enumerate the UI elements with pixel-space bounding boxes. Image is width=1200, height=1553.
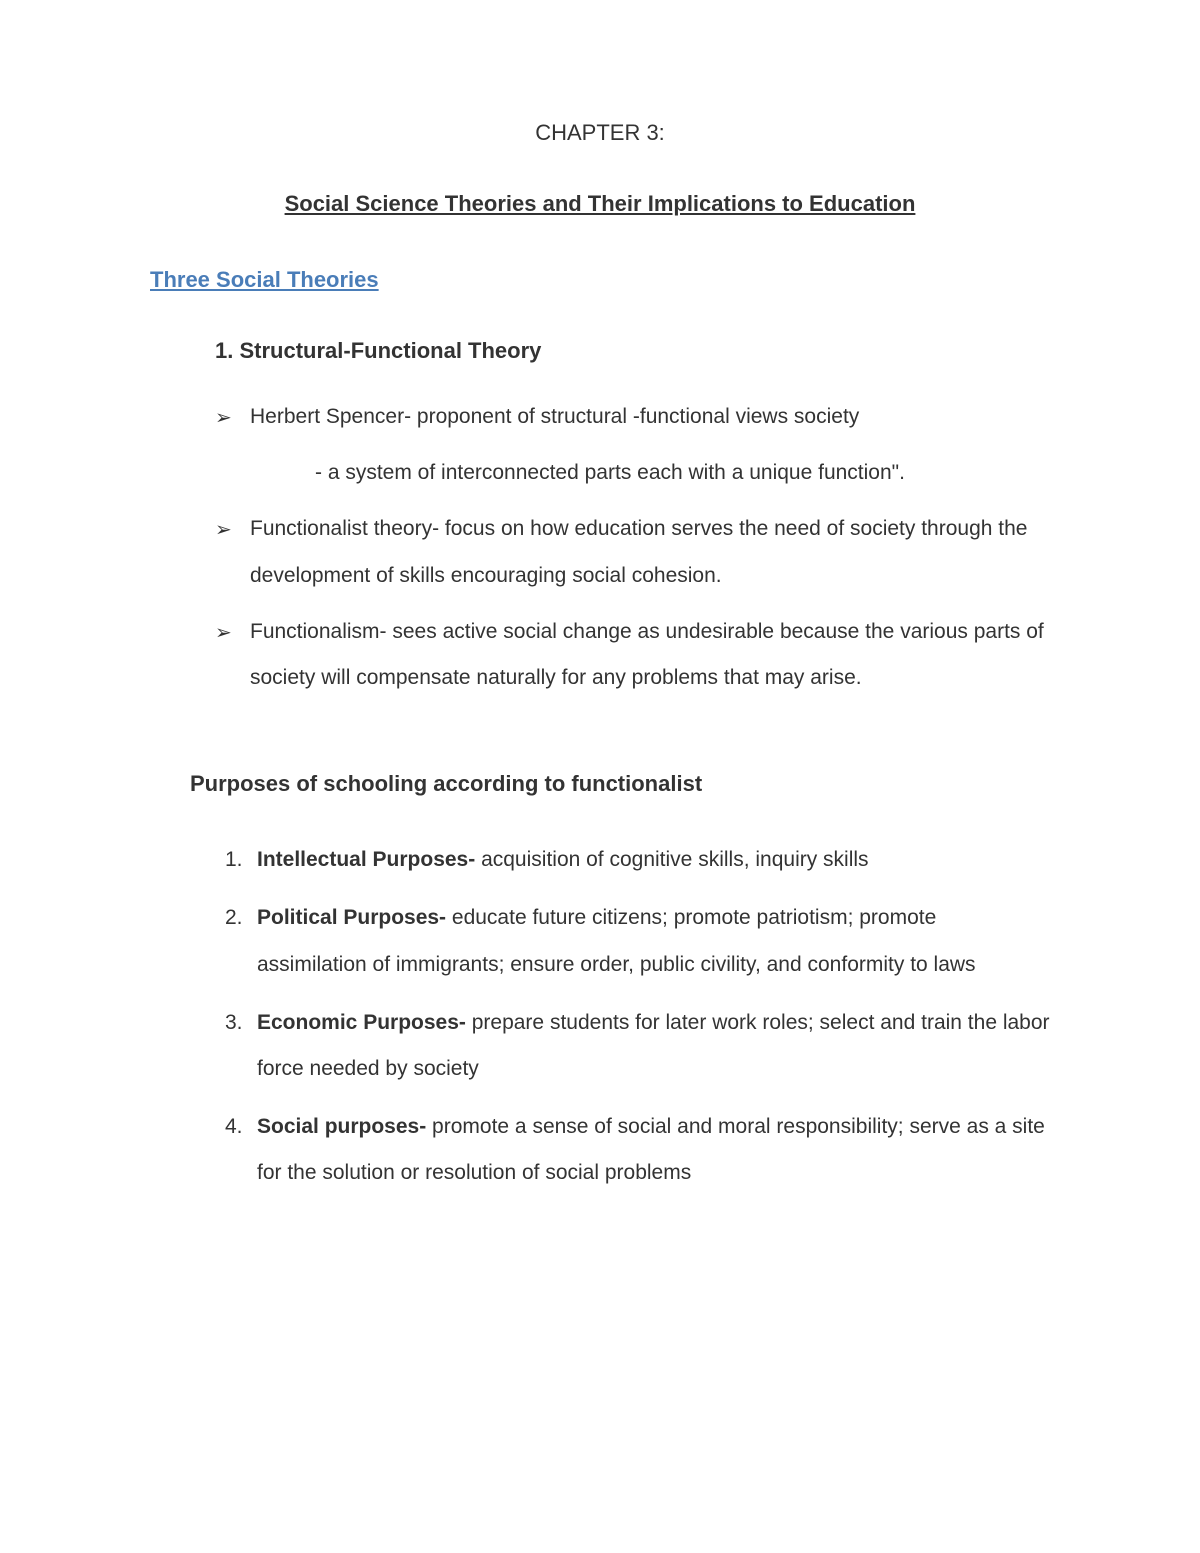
bullet-marker-icon: ➢ [215, 609, 250, 655]
bullet-text: Functionalism- sees active social change… [250, 609, 1050, 701]
item-number: 3. [225, 1000, 257, 1046]
purposes-heading: Purposes of schooling according to funct… [190, 771, 1050, 797]
chapter-label: CHAPTER 3: [150, 120, 1050, 146]
item-bold: Political Purposes- [257, 906, 446, 929]
list-item: 2. Political Purposes- educate future ci… [225, 895, 1050, 987]
bullet-item: ➢ Functionalist theory- focus on how edu… [215, 506, 1050, 598]
bullet-list: ➢ Herbert Spencer- proponent of structur… [215, 394, 1050, 701]
theory-title: Structural-Functional Theory [239, 338, 541, 363]
list-item: 3. Economic Purposes- prepare students f… [225, 1000, 1050, 1092]
item-text: Economic Purposes- prepare students for … [257, 1000, 1050, 1092]
bullet-item: ➢ Functionalism- sees active social chan… [215, 609, 1050, 701]
numbered-list: 1. Intellectual Purposes- acquisition of… [225, 837, 1050, 1196]
item-bold: Economic Purposes- [257, 1011, 466, 1034]
item-number: 1. [225, 837, 257, 883]
list-item: 4. Social purposes- promote a sense of s… [225, 1104, 1050, 1196]
item-text: Intellectual Purposes- acquisition of co… [257, 837, 869, 883]
bullet-text: Functionalist theory- focus on how educa… [250, 506, 1050, 598]
item-number: 4. [225, 1104, 257, 1150]
theory-heading: 1. Structural-Functional Theory [215, 338, 1050, 364]
bullet-text: Herbert Spencer- proponent of structural… [250, 394, 859, 440]
item-rest: acquisition of cognitive skills, inquiry… [475, 848, 868, 871]
item-bold: Intellectual Purposes- [257, 848, 475, 871]
section-heading: Three Social Theories [150, 267, 1050, 293]
bullet-subline: - a system of interconnected parts each … [315, 450, 1050, 496]
chapter-title: Social Science Theories and Their Implic… [150, 191, 1050, 217]
list-item: 1. Intellectual Purposes- acquisition of… [225, 837, 1050, 883]
item-number: 2. [225, 895, 257, 941]
bullet-item: ➢ Herbert Spencer- proponent of structur… [215, 394, 1050, 440]
item-text: Political Purposes- educate future citiz… [257, 895, 1050, 987]
bullet-marker-icon: ➢ [215, 394, 250, 440]
item-bold: Social purposes- [257, 1115, 426, 1138]
theory-number: 1. [215, 338, 233, 363]
bullet-marker-icon: ➢ [215, 506, 250, 552]
item-text: Social purposes- promote a sense of soci… [257, 1104, 1050, 1196]
